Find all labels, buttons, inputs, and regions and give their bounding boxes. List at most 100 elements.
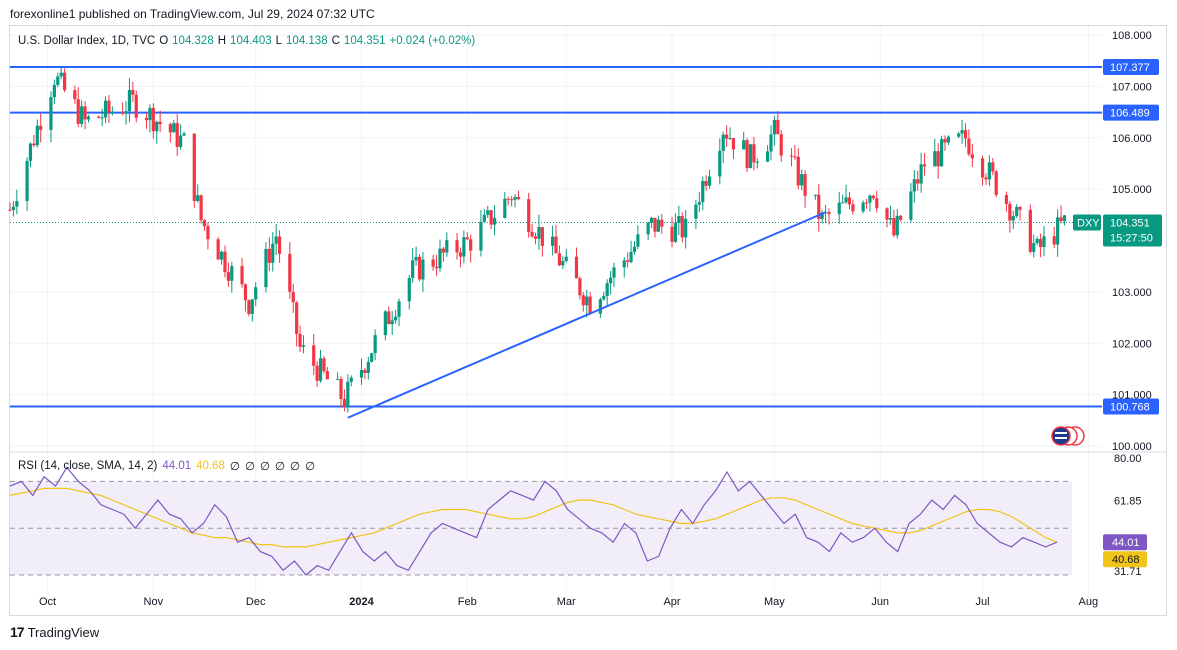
candle-body (527, 199, 531, 232)
candle-body (32, 143, 36, 146)
candle-body (677, 216, 681, 224)
candle-body (646, 222, 650, 235)
candle-body (366, 361, 370, 373)
candle-body (434, 266, 439, 269)
candle-body (469, 239, 473, 251)
time-tick: Aug (1079, 596, 1099, 608)
candle-body (796, 156, 800, 186)
rsi-value-label: 44.01 (1112, 537, 1140, 549)
candle-body (151, 107, 155, 132)
candle-body (80, 106, 84, 124)
candle-body (394, 316, 398, 321)
candle-body (134, 94, 138, 118)
candle-body (844, 197, 848, 203)
candle-body (530, 231, 534, 237)
candle-body (175, 123, 179, 147)
rsi-value: 44.01 (162, 460, 192, 472)
candle-body (489, 210, 493, 225)
candle-body (660, 219, 664, 227)
publisher-line: forexonline1 published on TradingView.co… (10, 7, 375, 21)
candle-body (103, 100, 108, 118)
candle-body (680, 216, 684, 238)
rsi-empty-3: ∅ (259, 461, 270, 473)
candle-body (482, 214, 486, 222)
candle-body (56, 76, 60, 85)
candle-body (943, 139, 947, 143)
candle-body (861, 202, 865, 212)
low-label: L (275, 35, 283, 47)
candle-body (701, 180, 705, 203)
last-price-label: 104.351 (1110, 217, 1150, 229)
candle-body (216, 239, 220, 260)
candle-body (1028, 209, 1032, 252)
candle-body (533, 236, 538, 239)
change-value: +0.024 (+0.02%) (389, 35, 476, 47)
candle-body (967, 138, 971, 155)
footer-brand: TradingView (27, 624, 100, 640)
candle-body (407, 277, 411, 302)
time-tick: Jul (976, 596, 990, 608)
candle-body (373, 335, 377, 354)
candle-body (192, 133, 196, 201)
candle-body (417, 256, 422, 280)
open-value: 104.328 (172, 35, 214, 47)
candle-body (73, 90, 77, 100)
price-tick: 107.000 (1112, 81, 1152, 93)
chart-frame[interactable] (9, 25, 1167, 616)
candle-body (288, 253, 292, 292)
candle-body (922, 164, 927, 167)
candle-body (612, 267, 616, 278)
candle-body (35, 125, 39, 146)
candle-body (25, 160, 29, 202)
candle-body (397, 301, 401, 317)
candle-body (172, 123, 176, 133)
time-tick: Jun (871, 596, 889, 608)
high-label: H (217, 35, 227, 47)
candle-body (585, 296, 589, 306)
footer[interactable]: 17 TradingView (10, 624, 99, 640)
rsi-label: RSI (14, close, SMA, 14, 2) (18, 460, 158, 472)
rsi-line (9, 466, 1058, 576)
candle-body (155, 121, 159, 132)
candle-body (694, 204, 698, 219)
candle-body (121, 111, 125, 114)
candle-body (318, 358, 323, 381)
candle-body (342, 398, 347, 408)
candle-body (59, 72, 63, 77)
candle-body (888, 218, 893, 220)
flag-icon[interactable] (1051, 426, 1085, 446)
candle-body (301, 345, 306, 347)
candle-body (1032, 243, 1036, 252)
candle-body (742, 140, 746, 150)
candle-body (28, 143, 33, 161)
candle-body (725, 134, 729, 139)
candle-body (267, 248, 271, 263)
candle-body (359, 369, 364, 378)
candle-body (486, 210, 490, 215)
candle-body (602, 295, 606, 300)
candle-body (325, 371, 329, 380)
candle-body (970, 154, 974, 159)
candle-body (312, 345, 316, 366)
candle-body (510, 199, 514, 201)
candle-body (182, 133, 186, 136)
candle-body (274, 236, 278, 244)
candle-body (868, 195, 872, 203)
rsi-tick: 61.85 (1114, 495, 1142, 507)
candle-body (1042, 236, 1046, 247)
price-tick: 105.000 (1112, 184, 1152, 196)
candle-body (363, 369, 367, 373)
rsi-sma-value: 40.68 (196, 460, 225, 472)
candle-body (629, 251, 633, 262)
trendline (347, 211, 826, 419)
candle-body (247, 300, 251, 314)
candle-body (885, 208, 889, 220)
horizontal-levels (10, 66, 1102, 408)
price-tick: 102.000 (1112, 338, 1152, 350)
candle-body (63, 72, 67, 91)
candle-body (827, 212, 831, 215)
candle-body (721, 134, 725, 151)
candle-body (124, 111, 128, 114)
time-tick: Apr (663, 596, 680, 608)
